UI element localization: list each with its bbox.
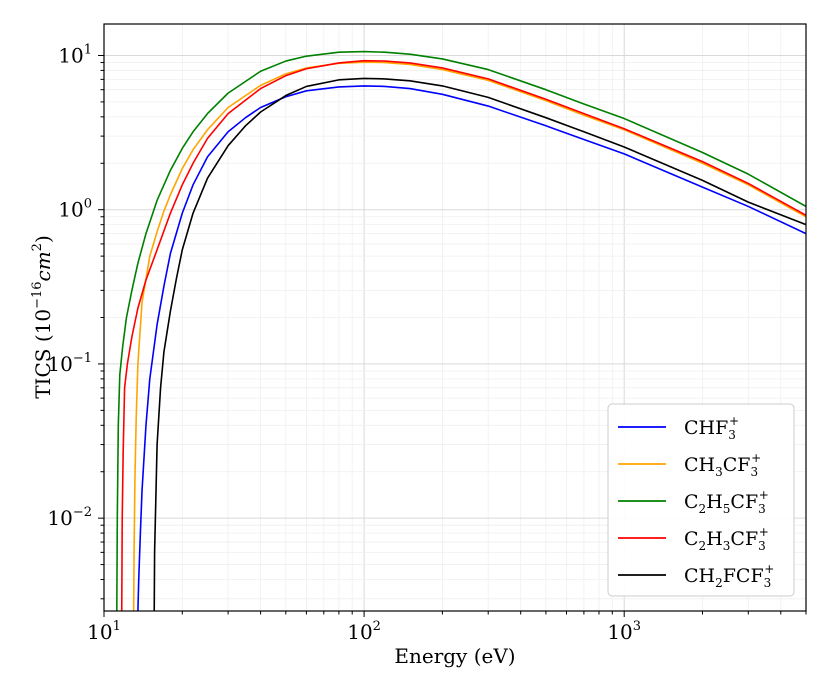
legend-label: CH3CF3+	[684, 451, 761, 479]
legend-label: CH2FCF3+	[684, 562, 774, 590]
y-axis-label: TICS (10−16cm2)	[30, 235, 55, 399]
series-lines	[116, 50, 806, 611]
series-line-5	[153, 77, 806, 611]
legend-label: C2H5CF3+	[684, 488, 769, 516]
series-line-2	[132, 61, 806, 611]
legend-entry: CH2FCF3+	[618, 562, 774, 590]
x-tick-label: 101	[87, 619, 121, 644]
legend-label: CHF3+	[684, 414, 739, 442]
x-tick-label: 103	[607, 619, 641, 644]
series-line-1	[137, 85, 806, 611]
legend-entry: C2H5CF3+	[618, 488, 769, 516]
axis-ticks: 101 102 103 10−2 10−1 100 101	[47, 42, 807, 644]
legend-entry: C2H3CF3+	[618, 525, 769, 553]
y-tick-label: 10−1	[47, 351, 92, 376]
legend: CHF3+ CH3CF3+ C2H5CF3+ C2H3CF3+ CH2FCF3+	[607, 403, 795, 597]
x-tick-label: 102	[347, 619, 381, 644]
series-line-4	[120, 59, 806, 611]
y-tick-label: 101	[58, 42, 92, 67]
x-axis-label: Energy (eV)	[394, 644, 515, 668]
y-tick-label: 100	[58, 197, 92, 222]
legend-entry: CHF3+	[618, 414, 739, 442]
legend-entry: CH3CF3+	[618, 451, 761, 479]
y-tick-label: 10−2	[47, 505, 92, 530]
legend-box	[607, 403, 795, 597]
legend-label: C2H3CF3+	[684, 525, 769, 553]
series-line-3	[116, 50, 806, 611]
